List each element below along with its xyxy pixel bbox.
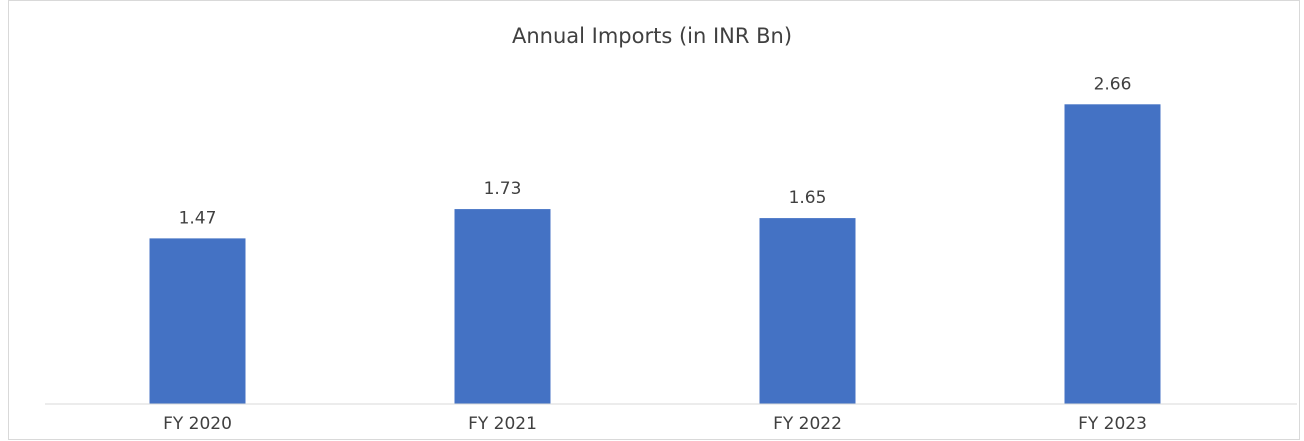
bar <box>149 238 246 404</box>
chart-title: Annual Imports (in INR Bn) <box>512 24 792 48</box>
data-label: 2.66 <box>1094 74 1132 94</box>
data-label: 1.73 <box>484 179 522 199</box>
x-tick-label: FY 2023 <box>1078 414 1147 434</box>
x-tick-label: FY 2020 <box>163 414 232 434</box>
bar <box>454 209 551 404</box>
bar <box>759 218 856 404</box>
x-tick-label: FY 2021 <box>468 414 537 434</box>
data-label: 1.47 <box>179 208 217 228</box>
x-tick-label: FY 2022 <box>773 414 842 434</box>
bar <box>1064 104 1161 404</box>
data-label: 1.65 <box>789 188 827 208</box>
